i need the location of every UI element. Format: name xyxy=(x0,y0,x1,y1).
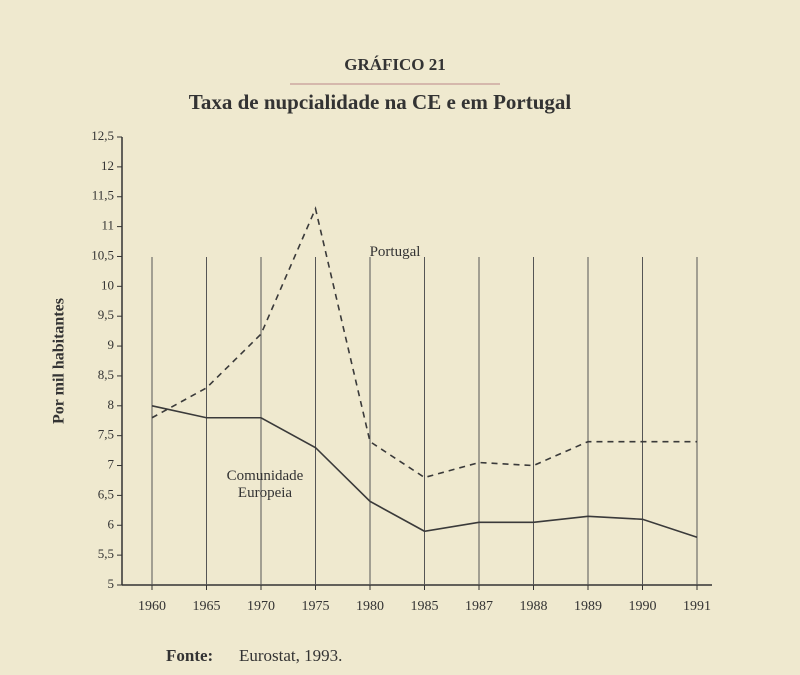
y-tick-label: 8,5 xyxy=(98,367,114,382)
y-tick-label: 8 xyxy=(108,397,115,412)
y-tick-label: 5 xyxy=(108,576,115,591)
x-tick-label: 1989 xyxy=(574,599,602,614)
x-tick-label: 1980 xyxy=(356,599,384,614)
x-tick-label: 1975 xyxy=(302,599,330,614)
x-tick-label: 1965 xyxy=(193,599,221,614)
x-tick-label: 1970 xyxy=(247,599,275,614)
x-tick-label: 1990 xyxy=(629,599,657,614)
series-label: Portugal xyxy=(369,244,421,260)
series-label: Comunidade Europeia xyxy=(226,468,304,501)
y-tick-label: 9 xyxy=(108,337,115,352)
y-tick-label: 7 xyxy=(108,457,115,472)
series-line xyxy=(151,405,698,538)
y-tick-label: 12,5 xyxy=(91,128,114,143)
y-axis-label: Por mil habitantes xyxy=(51,298,68,424)
y-tick-label: 5,5 xyxy=(98,546,114,561)
y-tick-label: 6 xyxy=(108,516,115,531)
chart-kicker: GRÁFICO 21 xyxy=(344,55,446,74)
source: Eurostat, 1993. xyxy=(239,646,342,665)
x-tick-label: 1960 xyxy=(138,599,166,614)
y-tick-label: 10 xyxy=(101,277,114,292)
y-tick-label: 12 xyxy=(101,158,114,173)
y-tick-label: 9,5 xyxy=(98,307,114,322)
series-line xyxy=(151,206,697,479)
y-tick-label: 11 xyxy=(101,218,114,233)
x-tick-label: 1988 xyxy=(520,599,548,614)
y-tick-label: 10,5 xyxy=(91,247,114,262)
x-tick-label: 1987 xyxy=(465,599,493,614)
source-label: Fonte: xyxy=(166,646,213,665)
chart-title: Taxa de nupcialidade na CE e em Portugal xyxy=(189,90,572,114)
x-tick-label: 1991 xyxy=(683,599,711,614)
y-tick-label: 6,5 xyxy=(98,486,114,501)
x-tick-label: 1985 xyxy=(411,599,439,614)
y-tick-label: 7,5 xyxy=(98,427,114,442)
y-tick-label: 11,5 xyxy=(92,188,114,203)
